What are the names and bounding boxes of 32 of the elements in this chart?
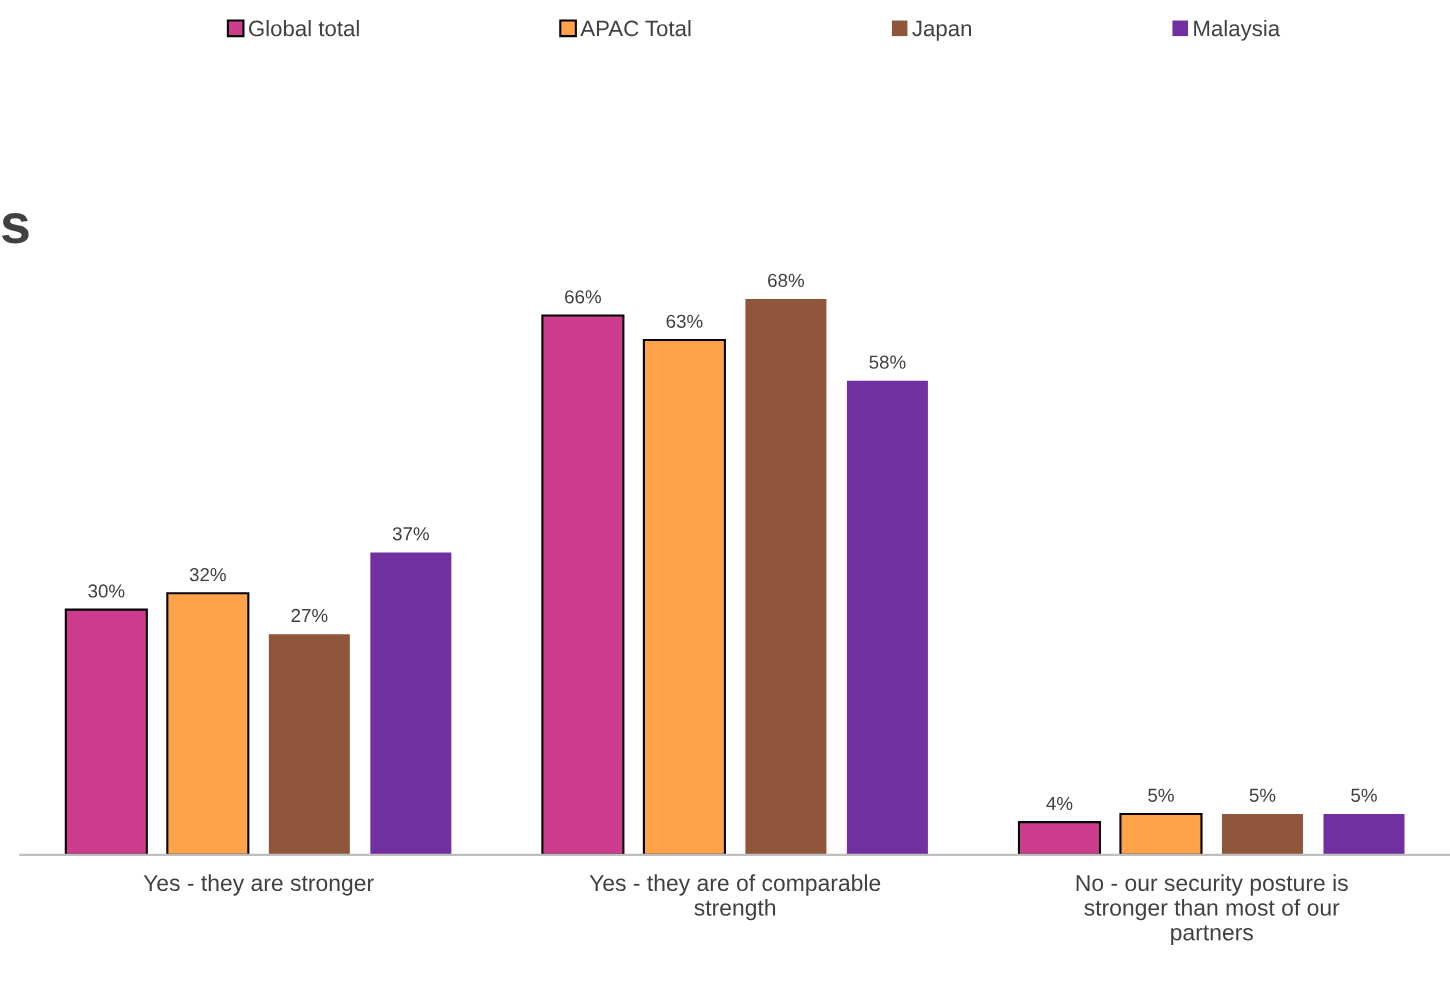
data-label: 27% <box>291 608 328 623</box>
bar <box>1323 813 1405 855</box>
x-tick-label: No - our security posture is stronger than most of our partners <box>1076 874 1348 946</box>
bar <box>166 592 250 855</box>
data-label: 32% <box>189 568 226 582</box>
bar <box>268 634 350 855</box>
bar <box>642 338 726 855</box>
bar <box>745 299 827 855</box>
data-label: 66% <box>565 290 601 304</box>
data-label: 37% <box>392 527 429 541</box>
x-tick-label: Yes - they are stronger <box>143 874 374 896</box>
bar <box>846 380 928 855</box>
text: s <box>1 213 29 244</box>
legend-label: Global total <box>249 20 359 37</box>
data-label: 63% <box>666 314 703 328</box>
bar <box>64 608 148 855</box>
bar <box>370 552 452 855</box>
data-label: 30% <box>88 584 125 598</box>
data-label: 68% <box>768 273 804 288</box>
legend-label: Japan <box>912 20 971 41</box>
data-label: 5% <box>1351 788 1377 802</box>
bar <box>1221 813 1303 855</box>
bar <box>1119 812 1203 855</box>
data-label: 5% <box>1249 788 1276 802</box>
bar <box>1017 821 1101 855</box>
legend-label: Malaysia <box>1194 20 1281 41</box>
data-label: 5% <box>1148 788 1174 802</box>
data-label: 58% <box>869 355 906 369</box>
x-tick-label: Yes - they are of comparable strength <box>589 874 881 921</box>
legend-label: APAC Total <box>580 20 691 37</box>
data-label: 4% <box>1046 796 1073 811</box>
bar <box>541 314 625 855</box>
